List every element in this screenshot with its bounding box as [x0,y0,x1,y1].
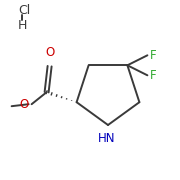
Text: H: H [18,19,27,32]
Text: HN: HN [98,132,116,145]
Text: F: F [149,49,156,62]
Text: O: O [45,46,54,59]
Text: Cl: Cl [18,3,30,17]
Text: F: F [149,69,156,82]
Text: O: O [19,98,29,111]
